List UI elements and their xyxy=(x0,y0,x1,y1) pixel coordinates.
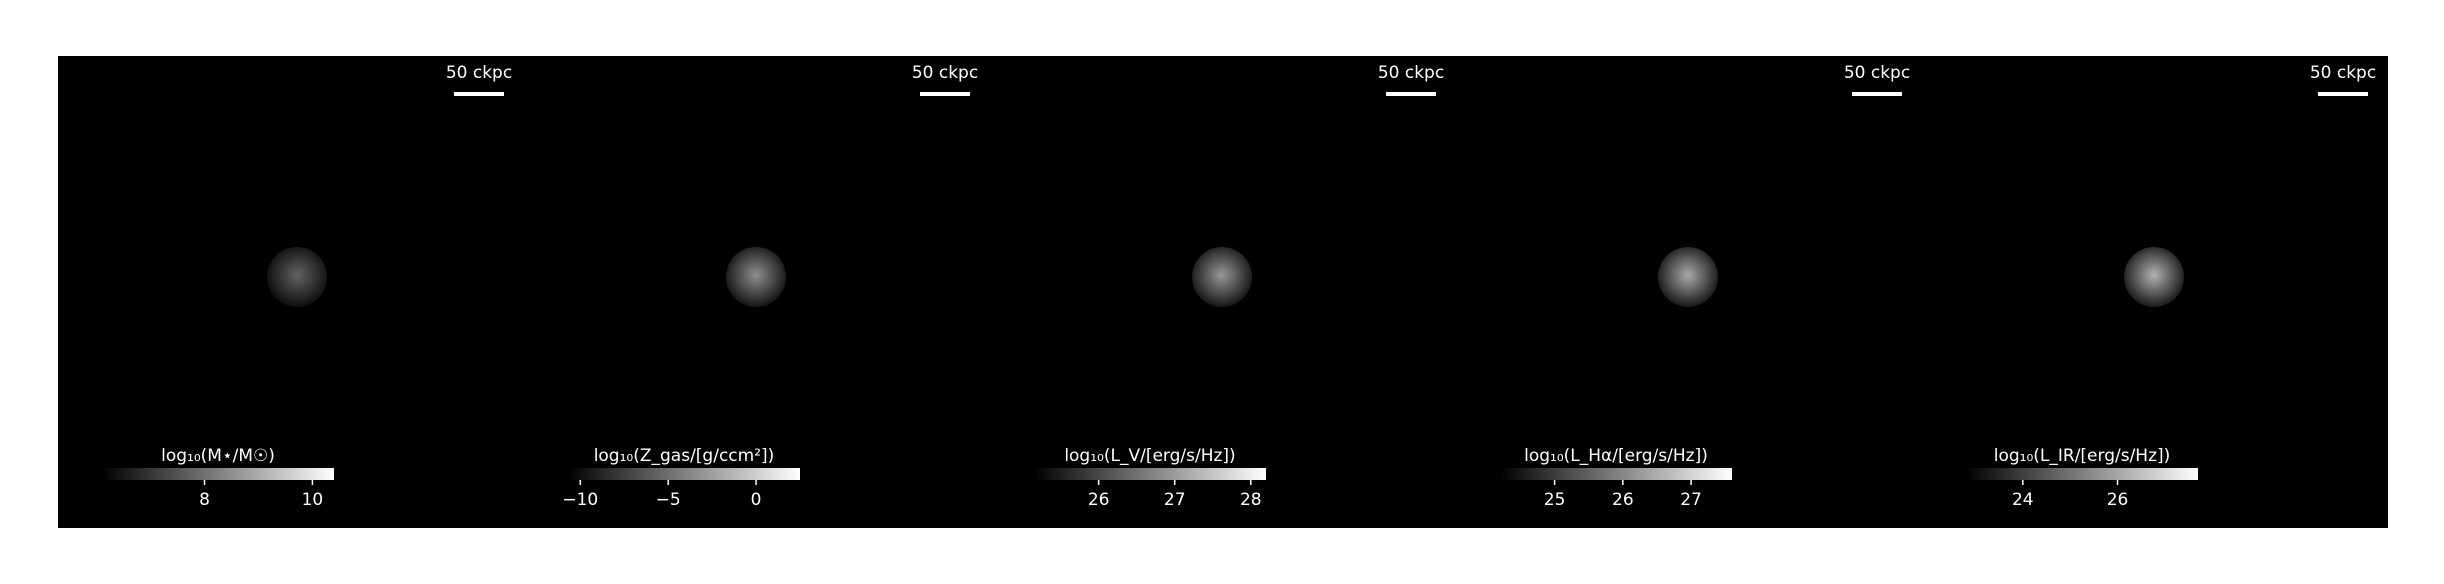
galaxy-core xyxy=(1192,247,1252,307)
scale-bar-label: 50 ckpc xyxy=(446,63,512,83)
galaxy-core xyxy=(726,247,786,307)
colorbar-tick-label: 26 xyxy=(2107,490,2129,510)
colorbar-tick-label: 0 xyxy=(751,490,762,510)
colorbar xyxy=(1500,468,1732,480)
scale-bar-label: 50 ckpc xyxy=(1378,63,1444,83)
colorbar-tick-label: −5 xyxy=(656,490,681,510)
colorbar-tick-label: −10 xyxy=(562,490,598,510)
colorbar-tick-label: 26 xyxy=(1612,490,1634,510)
panel: 50 ckpc log₁₀(L_V/[erg/s/Hz]) 26 27 28 xyxy=(990,56,1456,528)
colorbar xyxy=(1034,468,1266,480)
colorbar-label: log₁₀(L_IR/[erg/s/Hz]) xyxy=(1994,446,2171,466)
scale-bar-label: 50 ckpc xyxy=(2310,63,2376,83)
colorbar-tick-label: 28 xyxy=(1240,490,1262,510)
colorbar xyxy=(102,468,334,480)
colorbar-tick-label: 27 xyxy=(1680,490,1702,510)
colorbar-label: log₁₀(L_Hα/[erg/s/Hz]) xyxy=(1524,446,1708,466)
panel: 50 ckpc log₁₀(M⋆/M☉) 8 10 xyxy=(58,56,524,528)
scale-bar-label: 50 ckpc xyxy=(1844,63,1910,83)
galaxy-core xyxy=(267,247,327,307)
colorbar-label: log₁₀(L_V/[erg/s/Hz]) xyxy=(1064,446,1235,466)
colorbar-tick-label: 8 xyxy=(199,490,210,510)
colorbar-label: log₁₀(Z_gas/[g/ccm²]) xyxy=(594,446,775,466)
colorbar xyxy=(568,468,800,480)
colorbar-tick-label: 24 xyxy=(2012,490,2034,510)
colorbar-tick-label: 27 xyxy=(1164,490,1186,510)
galaxy-core xyxy=(1658,247,1718,307)
panel: 50 ckpc log₁₀(L_IR/[erg/s/Hz]) 24 26 xyxy=(1922,56,2388,528)
colorbar-tick-label: 25 xyxy=(1544,490,1566,510)
colorbar xyxy=(1966,468,2198,480)
colorbar-tick-label: 26 xyxy=(1088,490,1110,510)
galaxy-core xyxy=(2124,247,2184,307)
panel: 50 ckpc log₁₀(Z_gas/[g/ccm²]) −10 −5 0 xyxy=(524,56,990,528)
colorbar-tick-label: 10 xyxy=(302,490,324,510)
scale-bar-label: 50 ckpc xyxy=(912,63,978,83)
colorbar-label: log₁₀(M⋆/M☉) xyxy=(161,446,275,466)
panel: 50 ckpc log₁₀(L_Hα/[erg/s/Hz]) 25 26 27 xyxy=(1456,56,1922,528)
